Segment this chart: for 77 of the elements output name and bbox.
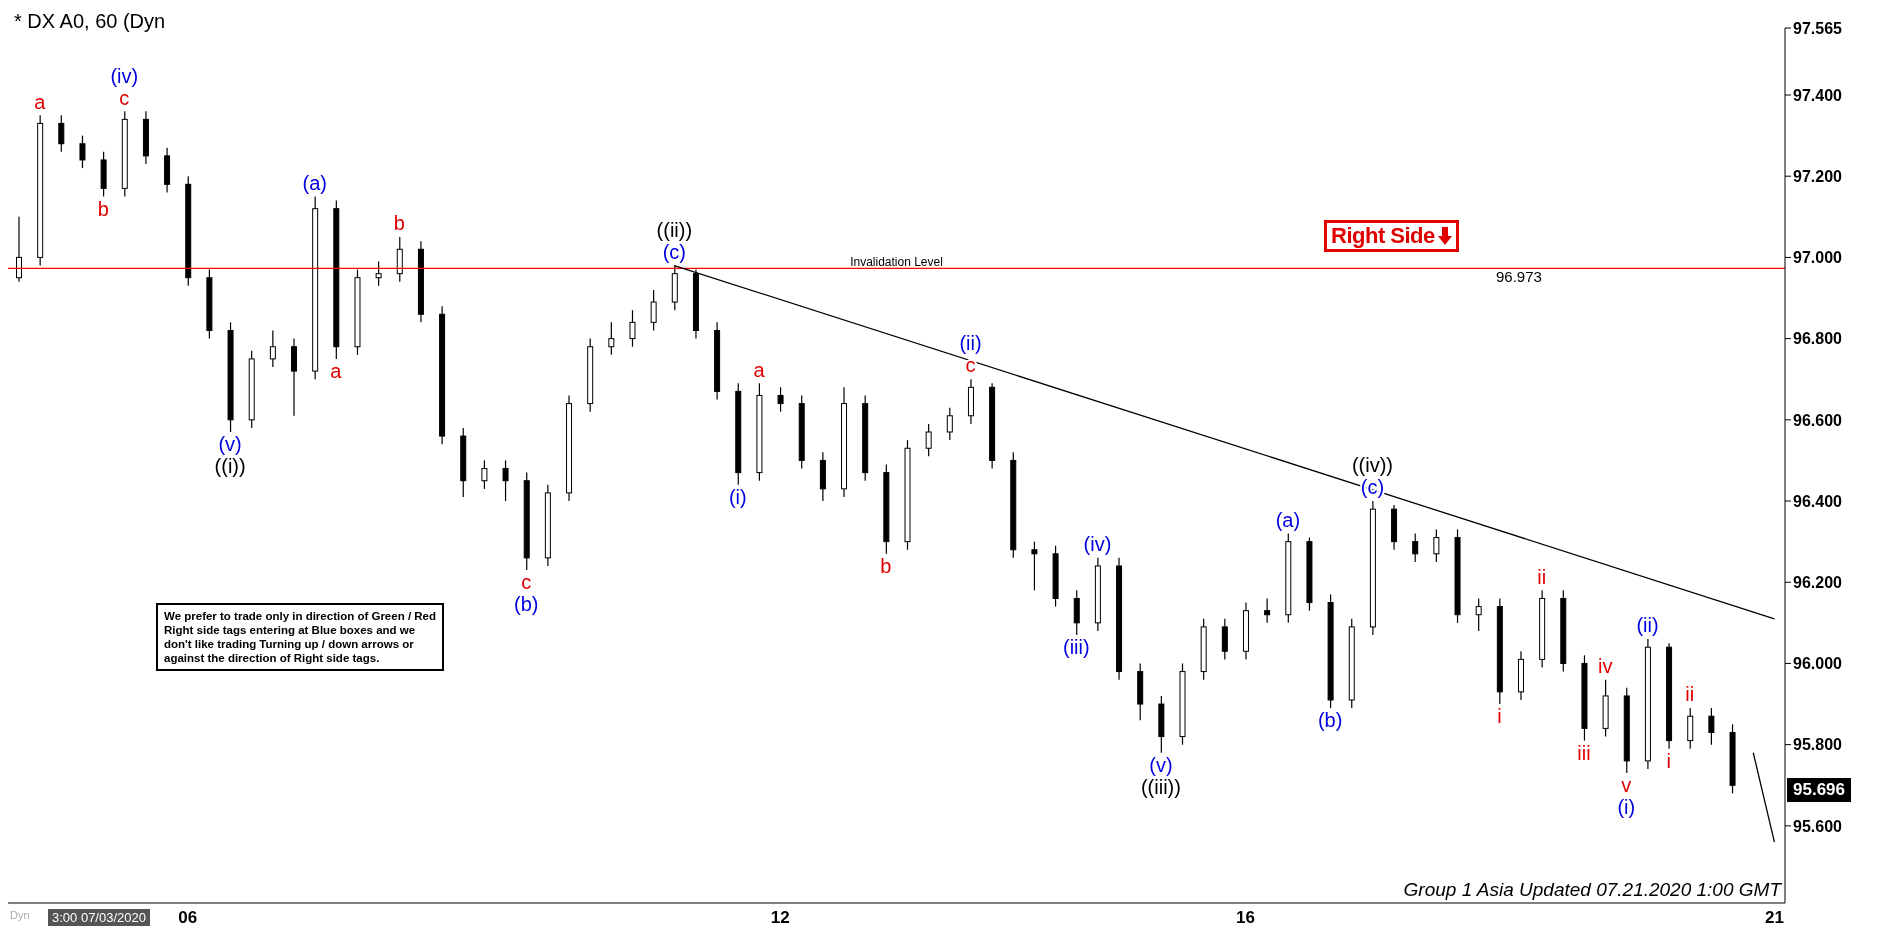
y-tick-label: 97.000 (1793, 249, 1843, 267)
y-tick-label: 96.600 (1793, 411, 1843, 429)
annotation: ((iii)) (1140, 776, 1181, 799)
annotation: (c) (662, 240, 687, 263)
annotation: We prefer to trade only in direction of Green / Red Right side tags entering at Blue boxes and we don't like trading Turning up / down arrows or against the direction of Right side tags. (156, 603, 444, 671)
annotation: (a) (1275, 508, 1301, 531)
annotation: iv (1597, 654, 1613, 677)
candlestick (777, 386, 784, 413)
annotation: (i) (728, 486, 747, 509)
annotation: (b) (1317, 709, 1343, 732)
candlestick (629, 309, 636, 348)
annotation: (iv) (110, 64, 139, 87)
candlestick (1412, 532, 1419, 563)
annotation: ((i)) (214, 455, 246, 478)
annotation: i (1497, 705, 1502, 728)
x-tick-label: 21 (1764, 908, 1784, 928)
annotation: (b) (514, 593, 539, 616)
candlestick (925, 423, 932, 457)
annotation: c (521, 571, 532, 594)
annotation: ((iv)) (1351, 454, 1394, 477)
candlestick (375, 260, 382, 287)
annotation: iii (1577, 741, 1591, 764)
candlestick (1433, 528, 1440, 563)
candlestick (1708, 707, 1715, 746)
y-tick-label: 96.400 (1793, 492, 1843, 510)
annotation: a (330, 360, 343, 383)
annotation: (a) (302, 171, 327, 194)
text: Dyn (10, 909, 30, 921)
annotation: (v) (218, 433, 242, 456)
y-tick-label: 96.800 (1793, 330, 1843, 348)
annotation: b (97, 197, 109, 220)
candlestick (1475, 597, 1482, 632)
candlestick (1264, 597, 1271, 624)
x-tick-label: 16 (1236, 908, 1256, 928)
annotation: i (1666, 749, 1671, 772)
annotation: (iii) (1062, 636, 1090, 659)
annotation: ii (1685, 683, 1695, 706)
ref-line-label: Invalidation Level (850, 254, 943, 269)
annotation: ((ii)) (656, 218, 693, 241)
y-tick-label: 96.200 (1793, 573, 1843, 591)
text: 95.696 (1787, 778, 1851, 802)
annotation: b (880, 555, 892, 578)
candlestick (16, 216, 22, 283)
annotation: Right Side (1324, 220, 1459, 252)
x-tick-label: 06 (178, 908, 198, 928)
annotation: (v) (1149, 754, 1173, 777)
annotation: Group 1 Asia Updated 07.21.2020 1:00 GMT (1403, 879, 1781, 901)
annotation: a (34, 90, 47, 113)
annotation: 96.973 (1496, 268, 1542, 285)
candlestick (79, 135, 86, 169)
annotation: c (119, 86, 130, 109)
y-tick-label: 97.565 (1793, 19, 1843, 37)
y-tick-label: 96.000 (1793, 655, 1843, 673)
y-tick-label: 97.200 (1793, 167, 1843, 185)
candlestick (608, 321, 615, 356)
candlestick (269, 329, 276, 368)
candlestick (650, 289, 657, 332)
y-tick-label: 97.400 (1793, 86, 1843, 104)
candlestick (481, 459, 488, 490)
candlestick (502, 459, 509, 502)
chart-title: * DX A0, 60 (Dyn (14, 10, 166, 33)
y-tick-label: 95.600 (1793, 817, 1843, 835)
annotation: (iv) (1083, 533, 1112, 556)
annotation: (ii) (1636, 614, 1659, 637)
y-tick-label: 95.800 (1793, 736, 1843, 754)
candlestick (946, 407, 953, 441)
annotation: v (1621, 774, 1632, 797)
annotation: a (753, 358, 766, 381)
x-tick-label: 12 (770, 908, 790, 928)
annotation: b (393, 212, 405, 235)
candlestick (58, 114, 65, 153)
annotation: (i) (1617, 796, 1636, 819)
annotation: ii (1537, 565, 1547, 588)
annotation: c (965, 354, 976, 377)
candlestick (1031, 541, 1038, 591)
annotation: (ii) (959, 332, 982, 355)
text: 3:00 07/03/2020 (48, 909, 150, 926)
